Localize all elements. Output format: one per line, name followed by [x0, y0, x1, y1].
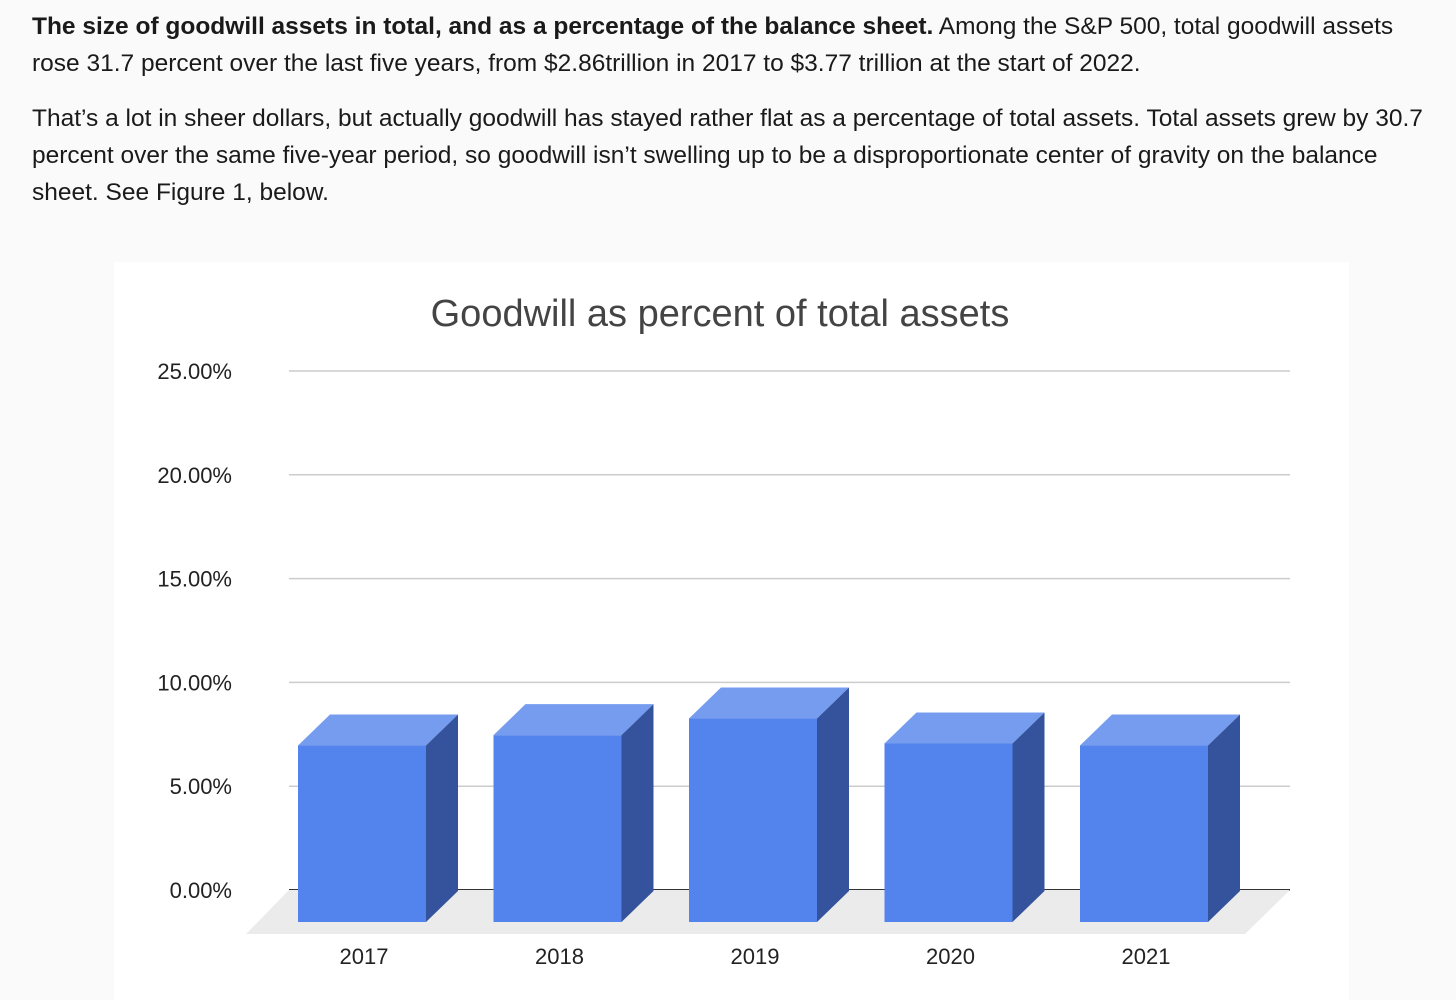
y-axis-tick-labels: 0.00% 5.00% 10.00% 15.00% 20.00% 25.00%: [157, 359, 232, 903]
bar-side-face: [817, 687, 849, 922]
bar-front-face: [298, 745, 426, 922]
bar-top-face: [1080, 714, 1240, 746]
x-tick-label: 2020: [926, 944, 975, 969]
y-tick-label: 5.00%: [170, 774, 232, 799]
paragraph-goodwill-size: The size of goodwill assets in total, an…: [32, 8, 1432, 82]
x-tick-label: 2018: [535, 944, 584, 969]
bar-side-face: [1208, 714, 1240, 922]
y-tick-label: 15.00%: [157, 567, 232, 592]
bar-2021: [1080, 714, 1240, 922]
paragraph-goodwill-size-body: Among the S&P 500, total goodwill assets…: [32, 13, 1394, 77]
bar-top-face: [689, 687, 849, 719]
bar-top-face: [298, 714, 458, 746]
x-tick-label: 2019: [731, 944, 780, 969]
x-tick-label: 2017: [340, 944, 389, 969]
y-tick-label: 25.00%: [157, 359, 232, 384]
bar-front-face: [1080, 745, 1208, 922]
bar-2019: [689, 687, 849, 922]
bar-top-face: [884, 712, 1045, 744]
bar-2020: [884, 712, 1045, 922]
article-text: The size of goodwill assets in total, an…: [32, 8, 1432, 229]
y-tick-label: 20.00%: [157, 463, 232, 488]
bar-2018: [493, 704, 654, 922]
bar-side-face: [426, 714, 458, 922]
bars: [298, 687, 1240, 922]
bar-front-face: [689, 718, 817, 922]
chart-card: Goodwill as percent of total assets 0.00…: [114, 262, 1349, 1000]
paragraph-goodwill-percentage: That’s a lot in sheer dollars, but actua…: [32, 105, 1423, 206]
y-tick-label: 10.00%: [157, 670, 232, 695]
goodwill-bar-chart: Goodwill as percent of total assets 0.00…: [157, 293, 1290, 969]
x-tick-label: 2021: [1122, 944, 1171, 969]
x-axis-tick-labels: 2017 2018 2019 2020 2021: [340, 944, 1171, 969]
y-tick-label: 0.00%: [170, 878, 232, 903]
bar-side-face: [621, 704, 654, 922]
bar-top-face: [493, 704, 654, 736]
chart-title: Goodwill as percent of total assets: [431, 293, 1010, 335]
bar-front-face: [884, 743, 1013, 922]
bar-2017: [298, 714, 458, 922]
paragraph-lead-heading: The size of goodwill assets in total, an…: [32, 13, 934, 40]
bar-front-face: [493, 735, 622, 922]
bar-side-face: [1012, 712, 1045, 922]
